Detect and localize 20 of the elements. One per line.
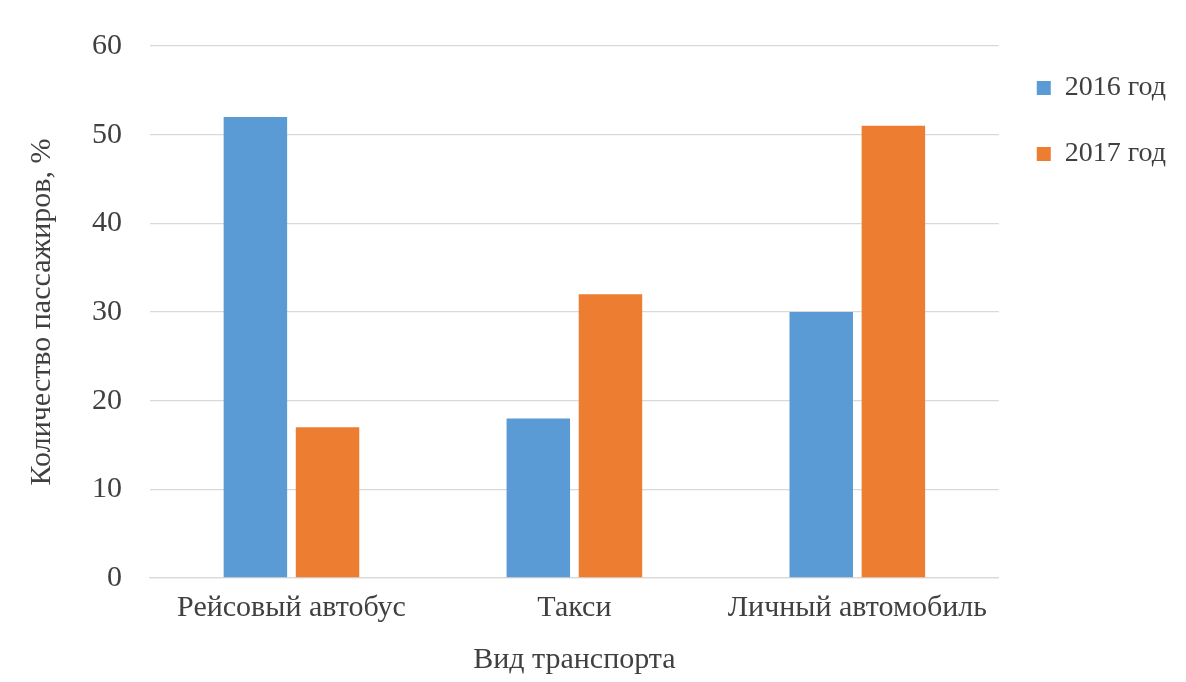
y-tick-label: 60 — [92, 26, 122, 60]
x-tick-label: Рейсовый автобус — [177, 588, 406, 622]
x-tick-label: Такси — [537, 588, 612, 622]
y-tick-label: 30 — [92, 292, 122, 326]
x-axis-title: Вид транспорта — [473, 640, 676, 674]
y-tick-label: 10 — [92, 470, 122, 504]
bar — [578, 294, 643, 578]
y-tick-label: 20 — [92, 381, 122, 415]
bar — [295, 427, 360, 578]
y-tick-label: 40 — [92, 204, 122, 238]
bar — [223, 116, 288, 578]
bar — [789, 312, 853, 578]
bar — [506, 418, 571, 578]
y-axis-title: Количество пассажиров, % — [22, 138, 56, 486]
legend-label: 2016 год — [1064, 70, 1167, 102]
bar — [861, 125, 926, 578]
legend-label: 2017 год — [1064, 136, 1167, 168]
y-tick-label: 0 — [107, 558, 122, 592]
x-tick-label: Личный автомобиль — [727, 588, 987, 622]
y-tick-label: 50 — [92, 115, 122, 149]
